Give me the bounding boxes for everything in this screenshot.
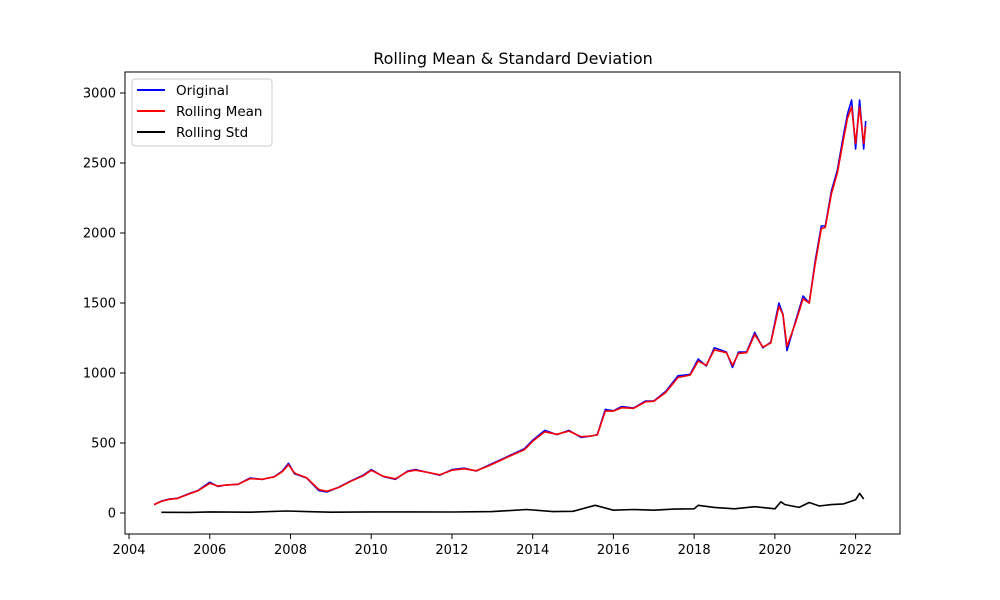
legend-label: Rolling Mean — [176, 104, 262, 120]
plot-area — [153, 99, 867, 514]
series-line-rolling-mean — [153, 106, 867, 506]
y-tick-label: 0 — [108, 507, 116, 522]
x-tick-label: 2012 — [435, 543, 468, 558]
legend-box — [131, 78, 273, 147]
y-tick-label: 1000 — [83, 367, 116, 382]
x-axis: 2004 2006 2008 2010 2012 2014 2016 2018 2020 2022 — [112, 534, 872, 558]
x-tick-label: 2020 — [758, 543, 791, 558]
legend-label: Original — [176, 83, 229, 99]
x-tick-label: 2016 — [597, 543, 630, 558]
y-tick-label: 3000 — [83, 87, 116, 102]
y-tick-label: 500 — [91, 437, 116, 452]
x-tick-label: 2006 — [193, 543, 226, 558]
y-tick-label: 2500 — [83, 157, 116, 172]
legend: Original Rolling Mean Rolling Std — [131, 78, 273, 147]
x-tick-label: 2014 — [516, 543, 549, 558]
y-axis: 0 500 1000 1500 2000 2500 3000 — [83, 87, 125, 522]
x-tick-label: 2010 — [355, 543, 388, 558]
series-line-original — [153, 99, 867, 506]
x-tick-label: 2022 — [839, 543, 872, 558]
series-line-rolling-std — [161, 492, 865, 514]
y-tick-label: 1500 — [83, 297, 116, 312]
x-tick-label: 2004 — [112, 543, 145, 558]
x-tick-label: 2008 — [274, 543, 307, 558]
y-tick-label: 2000 — [83, 227, 116, 242]
legend-label: Rolling Std — [176, 125, 248, 141]
chart-title: Rolling Mean & Standard Deviation — [373, 49, 653, 68]
x-tick-label: 2018 — [678, 543, 711, 558]
